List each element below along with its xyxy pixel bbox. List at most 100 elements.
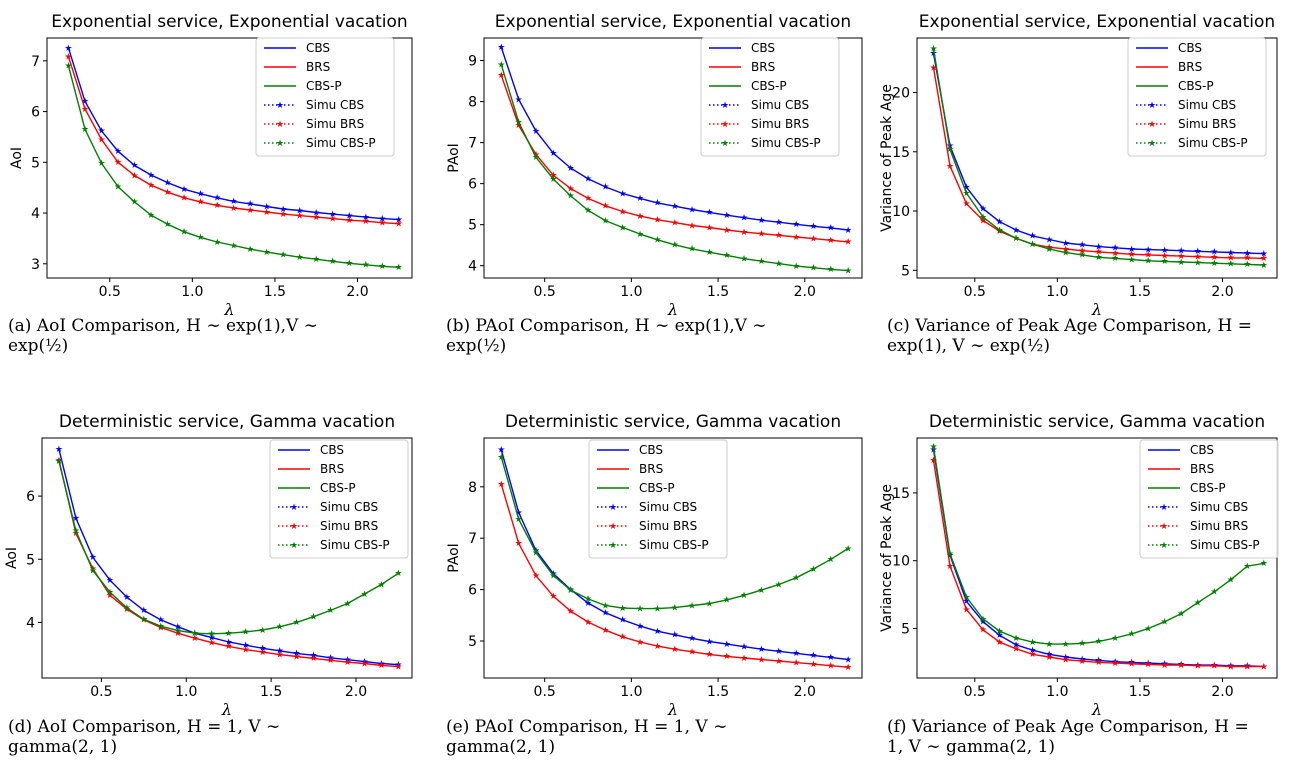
legend-marker: ★ xyxy=(1148,139,1156,149)
point-marker-brs: ★ xyxy=(378,218,386,228)
point-marker-cbs: ★ xyxy=(567,164,575,174)
point-marker-brs: ★ xyxy=(180,194,188,204)
point-marker-cbs-p: ★ xyxy=(259,626,267,636)
point-marker-cbs: ★ xyxy=(343,655,351,665)
point-marker-cbs: ★ xyxy=(1161,246,1169,256)
y-tick-label: 5 xyxy=(901,263,910,279)
point-marker-cbs: ★ xyxy=(688,634,696,644)
point-marker-cbs-p: ★ xyxy=(688,601,696,611)
y-tick-label: 20 xyxy=(892,86,910,102)
subfigure-caption: (f) Variance of Peak Age Comparison, H =… xyxy=(887,717,1249,757)
point-marker-brs: ★ xyxy=(81,105,89,115)
point-marker-brs: ★ xyxy=(310,654,318,664)
point-marker-cbs: ★ xyxy=(946,551,954,561)
plot-frame xyxy=(483,37,863,279)
point-marker-cbs-p: ★ xyxy=(174,626,182,636)
point-marker-cbs-p: ★ xyxy=(740,591,748,601)
x-axis-label: λ xyxy=(1091,300,1102,319)
point-marker-cbs: ★ xyxy=(601,183,609,193)
point-marker-brs: ★ xyxy=(362,217,370,227)
point-marker-cbs-p: ★ xyxy=(293,618,301,628)
point-marker-brs: ★ xyxy=(601,202,609,212)
point-marker-cbs: ★ xyxy=(279,205,287,215)
chart-panel-5: Deterministic service, Gamma vacation★★★… xyxy=(446,412,863,719)
point-marker-brs: ★ xyxy=(394,662,402,672)
point-marker-cbs: ★ xyxy=(775,218,783,228)
point-marker-cbs: ★ xyxy=(1045,650,1053,660)
point-marker-cbs-p: ★ xyxy=(809,565,817,575)
x-tick-label: 0.5 xyxy=(90,684,112,700)
point-marker-brs: ★ xyxy=(1177,252,1185,262)
point-marker-cbs-p: ★ xyxy=(97,159,105,169)
point-marker-cbs: ★ xyxy=(619,189,627,199)
point-marker-cbs-p: ★ xyxy=(72,527,80,537)
series-line-cbs-p xyxy=(500,456,849,610)
point-marker-cbs-p: ★ xyxy=(515,118,523,128)
point-marker-brs: ★ xyxy=(497,480,505,490)
point-marker-cbs: ★ xyxy=(395,215,403,225)
point-marker-brs: ★ xyxy=(688,221,696,231)
caption-line-1: (f) Variance of Peak Age Comparison, H = xyxy=(887,717,1249,737)
point-marker-cbs: ★ xyxy=(225,638,233,648)
point-marker-cbs-p: ★ xyxy=(1210,588,1218,598)
point-marker-brs: ★ xyxy=(1161,251,1169,261)
point-marker-cbs-p: ★ xyxy=(225,629,233,639)
point-marker-cbs-p: ★ xyxy=(246,245,254,255)
caption-line-1: (e) PAoI Comparison, H = 1, V ∼ xyxy=(446,717,728,737)
series-line-brs xyxy=(932,460,1264,668)
point-marker-cbs: ★ xyxy=(1029,232,1037,242)
point-marker-cbs-p: ★ xyxy=(242,628,250,638)
point-marker-cbs-p: ★ xyxy=(584,206,592,216)
point-marker-cbs: ★ xyxy=(296,206,304,216)
legend-label: BRS xyxy=(639,462,663,476)
point-marker-brs: ★ xyxy=(1194,252,1202,262)
point-marker-brs: ★ xyxy=(705,223,713,233)
point-marker-brs: ★ xyxy=(97,135,105,145)
x-tick-label: 0.5 xyxy=(534,284,556,300)
point-marker-cbs-p: ★ xyxy=(343,599,351,609)
point-marker-cbs-p: ★ xyxy=(1144,257,1152,267)
x-tick-label: 1.0 xyxy=(620,284,642,300)
point-marker-cbs-p: ★ xyxy=(827,265,835,275)
point-marker-cbs: ★ xyxy=(979,204,987,214)
point-marker-cbs: ★ xyxy=(191,629,199,639)
legend-label: Simu BRS xyxy=(751,117,809,131)
point-marker-brs: ★ xyxy=(1095,248,1103,258)
point-marker-cbs: ★ xyxy=(723,211,731,221)
legend-label: CBS-P xyxy=(1178,79,1214,93)
series-line-cbs xyxy=(500,449,849,661)
point-marker-cbs: ★ xyxy=(362,213,370,223)
chart-panel-3: Exponential service, Exponential vacatio… xyxy=(879,12,1278,319)
point-marker-cbs-p: ★ xyxy=(549,175,557,185)
point-marker-brs: ★ xyxy=(1111,249,1119,259)
y-tick-label: 6 xyxy=(468,177,477,193)
point-marker-cbs-p: ★ xyxy=(1062,248,1070,258)
legend-label: CBS xyxy=(639,443,663,457)
y-tick-label: 10 xyxy=(892,204,910,220)
point-marker-brs: ★ xyxy=(792,658,800,668)
point-marker-cbs-p: ★ xyxy=(1012,234,1020,244)
point-marker-cbs-p: ★ xyxy=(1227,260,1235,270)
y-tick-label: 9 xyxy=(468,54,477,70)
point-marker-cbs: ★ xyxy=(1177,247,1185,257)
point-marker-cbs: ★ xyxy=(792,649,800,659)
point-marker-brs: ★ xyxy=(775,231,783,241)
point-marker-brs: ★ xyxy=(653,216,661,226)
point-marker-cbs-p: ★ xyxy=(1062,640,1070,650)
point-marker-brs: ★ xyxy=(1045,653,1053,663)
legend-label: CBS xyxy=(320,443,344,457)
point-marker-cbs: ★ xyxy=(996,218,1004,228)
y-tick-label: 4 xyxy=(468,259,477,275)
point-marker-cbs: ★ xyxy=(827,653,835,663)
point-marker-cbs: ★ xyxy=(106,576,114,586)
plot-frame xyxy=(916,37,1278,279)
point-marker-cbs: ★ xyxy=(1260,662,1268,672)
y-axis-label: PAoI xyxy=(446,143,462,173)
point-marker-cbs: ★ xyxy=(809,651,817,661)
point-marker-brs: ★ xyxy=(705,650,713,660)
legend: CBS BRS CBS-P ★ Simu CBS ★ Simu BRS ★ Simu CBS-P xyxy=(269,439,409,559)
point-marker-cbs: ★ xyxy=(653,627,661,637)
y-axis-label: AoI xyxy=(9,147,25,169)
point-marker-cbs-p: ★ xyxy=(601,216,609,226)
caption-line-2: exp(½) xyxy=(8,336,69,356)
